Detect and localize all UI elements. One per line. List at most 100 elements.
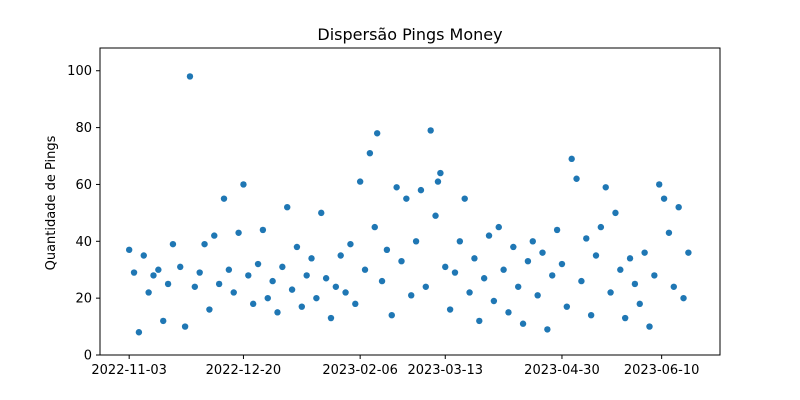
data-point: [150, 272, 157, 279]
data-point: [181, 323, 189, 330]
data-point: [558, 260, 566, 268]
data-point: [313, 294, 320, 302]
data-point: [322, 275, 330, 282]
data-point: [196, 269, 203, 276]
data-point: [264, 294, 271, 302]
data-point: [476, 317, 483, 325]
data-point: [279, 263, 286, 271]
data-point: [352, 300, 359, 308]
data-point: [245, 272, 252, 279]
data-point: [529, 238, 536, 245]
data-point: [471, 255, 478, 262]
plot-frame: [99, 47, 721, 356]
data-point: [461, 195, 468, 202]
data-point: [186, 73, 194, 80]
data-point: [177, 263, 184, 271]
data-point: [612, 209, 619, 217]
data-point: [519, 320, 527, 327]
data-point: [327, 314, 335, 322]
x-tick-label: 2023-06-10: [624, 363, 700, 378]
data-point: [495, 223, 502, 231]
data-point: [361, 266, 369, 273]
y-tick-label: 40: [75, 235, 92, 250]
data-point: [500, 266, 507, 273]
data-point: [293, 243, 301, 251]
y-axis-ticks: 0 20 40 60 80 100: [67, 64, 100, 364]
data-point: [563, 303, 571, 310]
data-point: [480, 275, 488, 282]
data-point: [446, 306, 454, 313]
data-point: [568, 155, 575, 163]
data-point: [249, 300, 257, 308]
data-point: [665, 229, 673, 236]
y-tick-label: 20: [75, 292, 92, 307]
data-point: [670, 283, 677, 290]
data-point: [332, 283, 340, 290]
data-point: [318, 209, 325, 217]
data-point: [288, 286, 296, 293]
y-tick-label: 0: [84, 349, 92, 364]
data-point: [164, 280, 172, 288]
data-point: [490, 297, 498, 305]
data-point: [211, 232, 218, 239]
data-point: [573, 175, 580, 182]
data-point: [230, 289, 237, 296]
data-point: [191, 283, 199, 290]
data-point: [373, 130, 381, 137]
data-point: [631, 280, 639, 288]
data-point: [254, 260, 262, 268]
data-point: [160, 317, 167, 325]
data-points: [125, 73, 692, 336]
data-point: [553, 226, 561, 234]
data-point: [656, 181, 663, 188]
data-point: [451, 269, 459, 276]
data-point: [456, 238, 464, 245]
data-point: [675, 203, 682, 211]
data-point: [259, 226, 267, 234]
data-point: [685, 249, 692, 256]
data-point: [636, 300, 643, 308]
y-tick-label: 60: [75, 178, 92, 193]
data-point: [240, 181, 247, 188]
chart-title: Dispersão Pings Money: [317, 25, 502, 44]
data-point: [130, 269, 138, 276]
data-point: [220, 195, 228, 202]
data-point: [646, 323, 653, 330]
data-point: [680, 294, 687, 302]
data-point: [515, 283, 522, 290]
data-point: [371, 223, 378, 231]
data-point: [434, 178, 442, 185]
data-point: [422, 283, 429, 290]
data-point: [145, 289, 152, 296]
data-point: [544, 326, 551, 333]
data-point: [284, 203, 291, 211]
y-tick-label: 100: [67, 64, 92, 79]
data-point: [201, 240, 208, 248]
data-point: [592, 252, 600, 259]
data-point: [427, 127, 434, 134]
data-point: [235, 229, 242, 236]
data-point: [135, 329, 143, 336]
data-point: [412, 238, 420, 245]
data-point: [621, 314, 629, 322]
data-point: [347, 240, 354, 248]
x-tick-label: 2023-02-06: [322, 363, 398, 378]
data-point: [617, 266, 624, 273]
data-point: [626, 255, 634, 262]
data-point: [215, 280, 223, 288]
data-point: [269, 277, 276, 285]
data-point: [140, 252, 147, 259]
x-axis-ticks: 2022-11-03 2022-12-20 2023-02-06 2023-03-13…: [91, 355, 699, 378]
data-point: [660, 195, 668, 202]
data-point: [583, 235, 590, 242]
data-point: [432, 212, 439, 219]
data-point: [366, 149, 374, 157]
data-point: [485, 232, 493, 239]
data-point: [303, 272, 310, 279]
data-point: [578, 277, 585, 285]
x-tick-label: 2022-12-20: [206, 363, 282, 378]
data-point: [437, 169, 444, 177]
data-point: [337, 252, 344, 259]
data-point: [342, 289, 349, 296]
